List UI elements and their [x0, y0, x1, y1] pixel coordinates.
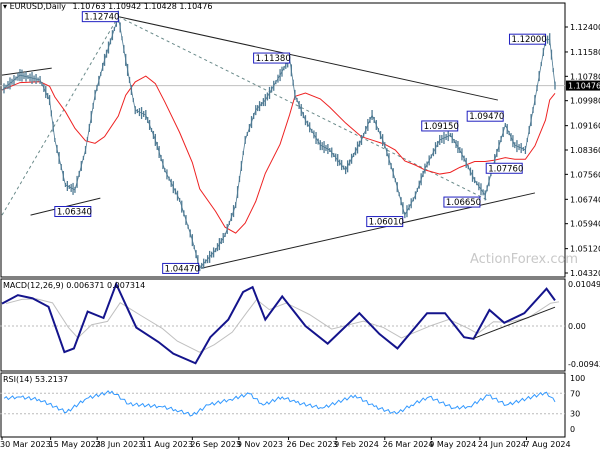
price-line — [1, 16, 556, 269]
current-price-label: 1.10476 — [568, 82, 600, 91]
rsi-line — [3, 390, 556, 417]
panel-frame-0 — [0, 2, 566, 278]
y-tick-label: 1.11580 — [570, 48, 600, 57]
ohlc-readout: 1.10763 1.10942 1.10428 1.10476 — [72, 2, 213, 11]
price-level-label-box — [508, 33, 546, 45]
price-trendline — [118, 16, 488, 201]
collapse-arrow-icon[interactable]: ▾ — [3, 2, 10, 11]
price-panel-title: ▾ EURUSD,Daily 1.10763 1.10942 1.10428 1… — [3, 2, 212, 11]
macd-trendline — [473, 306, 556, 339]
panel-frame-2 — [0, 372, 566, 438]
price-level-label: 1.12740 — [84, 13, 119, 23]
y-tick-label: 1.10780 — [570, 72, 600, 81]
y-tick-label: 1.04320 — [570, 269, 600, 278]
x-tick-label: 26 Dec 2023 — [287, 440, 338, 449]
macd-line — [1, 281, 556, 365]
y-tick-label: 1.09160 — [570, 122, 600, 131]
x-tick-label: 7 Aug 2024 — [524, 440, 570, 449]
x-tick-label: 9 Nov 2023 — [237, 440, 283, 449]
rsi-tick-label: 0 — [570, 425, 575, 434]
price-level-label-box — [466, 110, 504, 122]
macd-tick-label: 0.00 — [568, 322, 586, 331]
x-tick-label: 11 Aug 2023 — [142, 440, 193, 449]
x-tick-label: 28 Jun 2023 — [95, 440, 143, 449]
y-tick-label: 1.09980 — [570, 97, 600, 106]
x-tick-label: 9 May 2024 — [429, 440, 476, 449]
y-tick-label: 1.12400 — [570, 23, 600, 32]
rsi-tick-label: 70 — [570, 389, 580, 398]
price-level-label-box — [54, 206, 92, 217]
price-level-label-box — [421, 120, 459, 132]
price-level-label: 1.04470 — [165, 264, 200, 274]
price-level-label: 1.06340 — [57, 208, 92, 218]
rsi-tick-label: 30 — [570, 410, 580, 419]
price-level-label-box — [162, 262, 200, 274]
current-price-box — [566, 80, 600, 91]
panel-frame-1 — [0, 278, 566, 372]
y-tick-label: 1.05940 — [570, 220, 600, 229]
price-level-label: 1.09150 — [424, 122, 459, 132]
y-tick-label: 1.07560 — [570, 170, 600, 179]
x-tick-label: 30 Mar 2023 — [0, 440, 51, 449]
rsi-tick-label: 100 — [570, 374, 585, 383]
price-level-label-box — [443, 196, 481, 208]
price-trendline — [1, 67, 52, 76]
macd-tick-label: 0.01049 — [568, 280, 600, 289]
price-level-label: 1.07760 — [488, 164, 523, 174]
x-tick-label: 26 Sep 2023 — [190, 440, 241, 449]
y-tick-label: 1.05120 — [570, 245, 600, 254]
price-level-label-box — [81, 11, 119, 23]
price-level-label: 1.06650 — [446, 198, 481, 208]
price-level-label: 1.06010 — [369, 218, 404, 228]
x-tick-label: 15 May 2023 — [49, 440, 101, 449]
symbol-label: EURUSD,Daily — [9, 2, 66, 11]
watermark: ActionForex.com — [470, 252, 579, 267]
price-level-label-box — [485, 162, 523, 174]
rsi-title: RSI(14) 53.2137 — [3, 375, 69, 384]
price-level-label: 1.09470 — [469, 112, 504, 122]
macd-tick-label: -0.009435 — [568, 360, 600, 369]
price-trendline — [118, 16, 499, 101]
macd-title: MACD(12,26,9) 0.006371 0.007314 — [3, 281, 146, 290]
y-tick-label: 1.08360 — [570, 146, 600, 155]
x-tick-label: 24 Jun 2024 — [478, 440, 526, 449]
price-level-label: 1.12000 — [511, 35, 546, 45]
x-tick-label: 9 Feb 2024 — [334, 440, 379, 449]
price-level-label-box — [253, 52, 291, 64]
y-tick-label: 1.06740 — [570, 195, 600, 204]
price-level-label-box — [366, 216, 404, 228]
price-level-label: 1.11380 — [256, 54, 291, 64]
moving-average-line — [1, 75, 556, 234]
x-tick-label: 26 Mar 2024 — [383, 440, 434, 449]
price-trendline — [1, 16, 119, 216]
